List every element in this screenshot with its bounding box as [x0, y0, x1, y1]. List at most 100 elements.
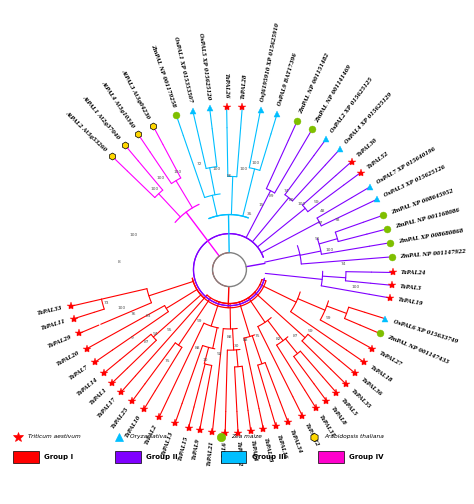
Text: OsPAL5 XP 015625120: OsPAL5 XP 015625120	[198, 32, 211, 100]
Text: TaPAL4: TaPAL4	[249, 439, 257, 462]
Text: ZmPAL NP 001151482: ZmPAL NP 001151482	[298, 52, 330, 114]
Text: OsPAL7 XP 015640196: OsPAL7 XP 015640196	[376, 146, 437, 184]
Text: TaPAL25: TaPAL25	[110, 406, 129, 429]
Text: AtPAL2 At3g53260: AtPAL2 At3g53260	[64, 110, 108, 152]
Text: 35: 35	[247, 212, 253, 216]
Text: OsPAL2 XP 015625125: OsPAL2 XP 015625125	[329, 76, 374, 133]
Text: OsPAL4 XP 015625129: OsPAL4 XP 015625129	[344, 92, 392, 145]
Text: 86: 86	[227, 174, 232, 178]
Text: 80: 80	[289, 199, 295, 203]
Text: TaPAL12: TaPAL12	[236, 441, 242, 467]
Text: 92: 92	[217, 352, 222, 356]
Text: TaPAL13: TaPAL13	[161, 430, 174, 456]
Text: TaPAL11: TaPAL11	[41, 319, 66, 331]
Text: TaPAL19: TaPAL19	[398, 297, 424, 306]
Text: OsPAL6 XP 015633749: OsPAL6 XP 015633749	[392, 319, 458, 344]
Text: TaPAL18: TaPAL18	[369, 365, 393, 384]
Text: TaPAL26: TaPAL26	[224, 73, 229, 98]
Bar	[13, 451, 39, 463]
Text: 59: 59	[308, 329, 313, 333]
Text: OsPAL1 XP 015353507: OsPAL1 XP 015353507	[173, 36, 193, 103]
Text: 100: 100	[213, 167, 221, 171]
Text: 73: 73	[104, 300, 109, 304]
Text: AtPAL3 At3g04230: AtPAL3 At3g04230	[121, 68, 151, 119]
Text: 89: 89	[269, 194, 274, 198]
Text: TaPAL21: TaPAL21	[206, 440, 214, 466]
Text: 88: 88	[227, 336, 232, 339]
Text: TaPAL7: TaPAL7	[69, 365, 90, 381]
Text: TaPAL34: TaPAL34	[289, 429, 302, 455]
Text: 100: 100	[118, 306, 126, 310]
Bar	[319, 451, 344, 463]
Text: 95: 95	[167, 328, 173, 332]
Text: 100: 100	[325, 248, 333, 252]
Text: 100: 100	[252, 161, 260, 165]
Text: TaPAL1: TaPAL1	[89, 387, 108, 406]
Text: ZmPAL NP 001147922: ZmPAL NP 001147922	[401, 248, 466, 259]
Text: TaPAL22: TaPAL22	[304, 422, 319, 447]
Text: 87: 87	[292, 334, 298, 338]
Text: 8: 8	[118, 260, 121, 264]
Text: TaPAL20: TaPAL20	[56, 351, 81, 367]
Text: 76: 76	[131, 312, 136, 317]
Text: TaPAL52: TaPAL52	[366, 150, 390, 169]
Text: 82: 82	[275, 337, 281, 341]
Text: Zea maize: Zea maize	[232, 434, 263, 439]
Text: 75: 75	[165, 359, 171, 363]
Bar	[221, 451, 246, 463]
Text: TaPAL8: TaPAL8	[329, 406, 346, 427]
Text: 100: 100	[298, 203, 306, 207]
Text: TaPAL31: TaPAL31	[318, 414, 336, 438]
Text: OsJ6195910 XP 015625910: OsJ6195910 XP 015625910	[260, 22, 280, 102]
Text: Group I: Group I	[44, 454, 73, 460]
Text: ZmPAL XP 008645952: ZmPAL XP 008645952	[391, 188, 454, 215]
Text: Arabidopsis thaliana: Arabidopsis thaliana	[325, 434, 385, 439]
Text: AtPAL1 At2g37040: AtPAL1 At2g37040	[82, 94, 121, 140]
Text: OsPAL3 XP 015625126: OsPAL3 XP 015625126	[383, 165, 446, 198]
Text: TaPAL33: TaPAL33	[37, 306, 63, 317]
Text: TaPAL35: TaPAL35	[350, 388, 372, 410]
Text: TaPAL6: TaPAL6	[222, 441, 228, 463]
Text: 88: 88	[195, 346, 201, 350]
Text: 100: 100	[130, 233, 138, 237]
Text: ZmPAL NP 001147433: ZmPAL NP 001147433	[386, 334, 449, 365]
Text: 100: 100	[173, 170, 182, 174]
Text: TaPAL36: TaPAL36	[360, 377, 383, 397]
Text: 78: 78	[334, 218, 340, 221]
Text: 100: 100	[351, 285, 359, 289]
Text: 74: 74	[284, 189, 290, 193]
Text: TaPAL27: TaPAL27	[378, 351, 403, 367]
Text: Triticum aestivum: Triticum aestivum	[28, 434, 81, 439]
Text: TaPAL14: TaPAL14	[76, 377, 99, 397]
Text: Oryza sativa: Oryza sativa	[130, 434, 167, 439]
Text: 15: 15	[258, 203, 264, 207]
Text: ZmPAL NP 001179258: ZmPAL NP 001179258	[150, 44, 176, 108]
Text: TaPAL23: TaPAL23	[263, 437, 273, 463]
Text: 88: 88	[243, 338, 248, 342]
Text: 75: 75	[255, 334, 260, 338]
Text: 100: 100	[156, 176, 165, 180]
Text: 72: 72	[196, 162, 202, 166]
Text: ZmPAL NP 001168086: ZmPAL NP 001168086	[395, 208, 460, 229]
Text: 30: 30	[233, 344, 239, 348]
Text: Group III: Group III	[252, 454, 286, 460]
Text: Group II: Group II	[146, 454, 177, 460]
Text: ZmPAL XP 008680868: ZmPAL XP 008680868	[398, 228, 464, 244]
Bar	[115, 451, 140, 463]
Text: 100: 100	[239, 167, 248, 171]
Text: TaPAL10: TaPAL10	[124, 415, 142, 439]
Text: TaPAL9: TaPAL9	[192, 438, 201, 460]
Text: TaPAL29: TaPAL29	[47, 334, 73, 349]
Text: 99: 99	[326, 316, 331, 320]
Text: 48: 48	[320, 209, 326, 213]
Text: Group IV: Group IV	[349, 454, 383, 460]
Text: 59: 59	[313, 200, 319, 204]
Text: 100: 100	[150, 187, 158, 191]
Text: AtPAL4 At3g10340: AtPAL4 At3g10340	[100, 80, 136, 129]
Text: 99: 99	[197, 319, 202, 323]
Text: TaPAL3: TaPAL3	[400, 284, 422, 291]
Text: TaPAL5: TaPAL5	[340, 398, 358, 417]
Text: 91: 91	[315, 237, 320, 241]
Text: 97: 97	[317, 221, 323, 225]
Text: TaPAL30: TaPAL30	[356, 137, 379, 158]
